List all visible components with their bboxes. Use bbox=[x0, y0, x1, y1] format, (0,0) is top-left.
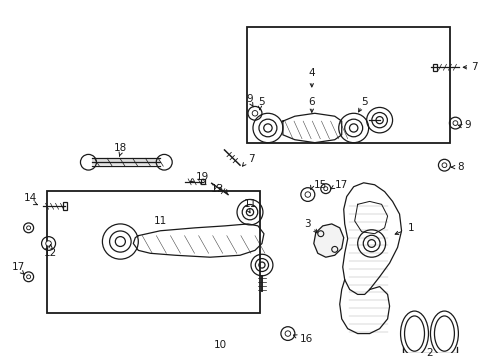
Circle shape bbox=[442, 163, 447, 167]
Text: 5: 5 bbox=[361, 96, 368, 107]
Text: 19: 19 bbox=[196, 172, 209, 182]
Text: 11: 11 bbox=[154, 216, 167, 226]
Text: 16: 16 bbox=[300, 334, 313, 345]
Text: 6: 6 bbox=[309, 96, 315, 107]
Text: 1: 1 bbox=[408, 223, 414, 233]
Text: 12: 12 bbox=[44, 248, 57, 258]
Bar bbox=[201, 179, 205, 184]
Text: 2: 2 bbox=[426, 348, 433, 358]
Text: 15: 15 bbox=[314, 180, 327, 190]
Circle shape bbox=[453, 121, 458, 125]
Text: 8: 8 bbox=[457, 162, 464, 172]
Circle shape bbox=[26, 275, 30, 279]
Text: 17: 17 bbox=[12, 262, 25, 272]
Text: 7: 7 bbox=[471, 62, 478, 72]
Bar bbox=[247, 27, 450, 143]
Circle shape bbox=[252, 111, 258, 116]
Bar bbox=[434, 64, 438, 71]
Circle shape bbox=[26, 226, 30, 230]
Text: 9: 9 bbox=[246, 94, 253, 104]
Text: 3: 3 bbox=[304, 219, 311, 229]
Circle shape bbox=[46, 241, 51, 246]
Text: 10: 10 bbox=[214, 340, 227, 350]
Text: 5: 5 bbox=[259, 96, 265, 107]
Circle shape bbox=[324, 187, 328, 191]
Text: 17: 17 bbox=[335, 180, 348, 190]
Text: 9: 9 bbox=[465, 120, 471, 130]
Text: 7: 7 bbox=[248, 154, 255, 164]
Text: 13: 13 bbox=[211, 184, 224, 194]
Bar bbox=[47, 191, 260, 312]
Text: 14: 14 bbox=[24, 193, 37, 203]
Text: 18: 18 bbox=[114, 143, 127, 153]
Circle shape bbox=[285, 331, 291, 336]
Text: 4: 4 bbox=[309, 68, 315, 78]
Text: 11: 11 bbox=[244, 199, 257, 209]
Polygon shape bbox=[314, 224, 343, 257]
Bar bbox=[63, 202, 67, 210]
Circle shape bbox=[305, 192, 311, 197]
